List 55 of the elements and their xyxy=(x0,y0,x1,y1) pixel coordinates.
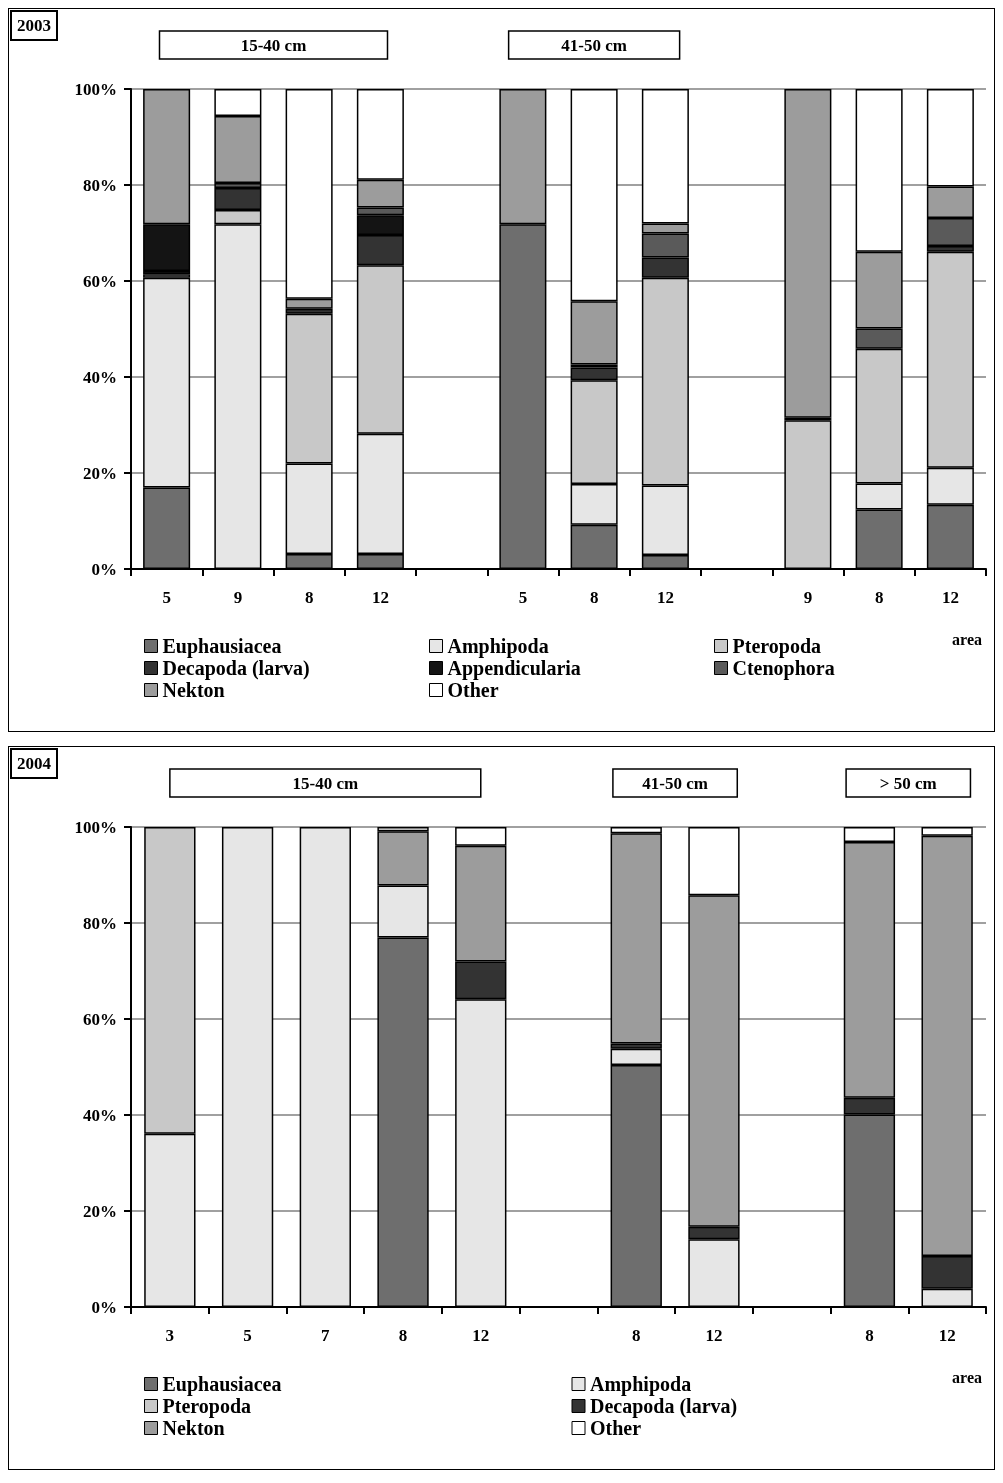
text: 15-40 cm xyxy=(240,35,307,55)
y-tick-label: 0% xyxy=(91,1297,117,1317)
text: 41-50 cm xyxy=(642,773,708,793)
x-tick-label: 12 xyxy=(371,588,389,607)
y-tick-label: 100% xyxy=(74,817,117,837)
legend-label: Other xyxy=(590,1417,642,1439)
x-tick-label: 5 xyxy=(518,588,528,607)
legend-label: Decapoda (larva) xyxy=(590,1395,738,1418)
x-axis-title: area xyxy=(952,1368,983,1386)
x-tick-label: 5 xyxy=(162,588,171,607)
legend-label: Nekton xyxy=(162,679,225,701)
legend-label: Amphipoda xyxy=(590,1373,692,1396)
x-tick-label: 3 xyxy=(165,1326,175,1345)
legend-label: Euphausiacea xyxy=(162,1373,282,1396)
legend-label: Pteropoda xyxy=(732,635,822,658)
legend-label: Ctenophora xyxy=(732,657,835,680)
bar xyxy=(784,89,832,418)
legend-label: Amphipoda xyxy=(447,635,549,658)
y-tick-label: 20% xyxy=(83,1201,117,1221)
x-tick-label: 12 xyxy=(656,588,674,607)
y-tick-label: 60% xyxy=(83,1009,117,1029)
legend-label: Nekton xyxy=(162,1417,225,1439)
y-tick-label: 80% xyxy=(83,175,117,195)
x-tick-label: 12 xyxy=(472,1326,490,1345)
y-tick-label: 40% xyxy=(83,367,117,387)
legend-label: Decapoda (larva) xyxy=(162,657,310,680)
x-tick-label: 8 xyxy=(631,1326,641,1345)
x-tick-label: 12 xyxy=(941,588,959,607)
y-tick-label: 0% xyxy=(91,559,117,579)
x-tick-label: 8 xyxy=(304,588,314,607)
text: 41-50 cm xyxy=(561,35,627,55)
x-tick-label: 12 xyxy=(705,1326,723,1345)
y-tick-label: 40% xyxy=(83,1105,117,1125)
chart-title: 2003 xyxy=(17,16,51,35)
y-tick-label: 20% xyxy=(83,463,117,483)
text: 15-40 cm xyxy=(292,773,359,793)
x-axis-title: area xyxy=(952,630,983,648)
x-tick-label: 7 xyxy=(321,1326,331,1345)
text: > 50 cm xyxy=(879,773,937,793)
x-tick-label: 9 xyxy=(803,588,813,607)
x-tick-label: 8 xyxy=(398,1326,408,1345)
y-tick-label: 60% xyxy=(83,271,117,291)
x-tick-label: 5 xyxy=(243,1326,252,1345)
x-tick-label: 8 xyxy=(589,588,599,607)
legend-label: Appendicularia xyxy=(447,657,581,680)
legend-label: Other xyxy=(447,679,499,701)
x-tick-label: 12 xyxy=(938,1326,956,1345)
y-tick-label: 100% xyxy=(74,79,117,99)
legend-label: Euphausiacea xyxy=(162,635,282,658)
y-tick-label: 80% xyxy=(83,913,117,933)
x-tick-label: 8 xyxy=(874,588,884,607)
legend-label: Pteropoda xyxy=(162,1395,252,1418)
x-tick-label: 9 xyxy=(233,588,243,607)
x-tick-label: 8 xyxy=(865,1326,874,1345)
chart-title: 2004 xyxy=(17,754,52,773)
